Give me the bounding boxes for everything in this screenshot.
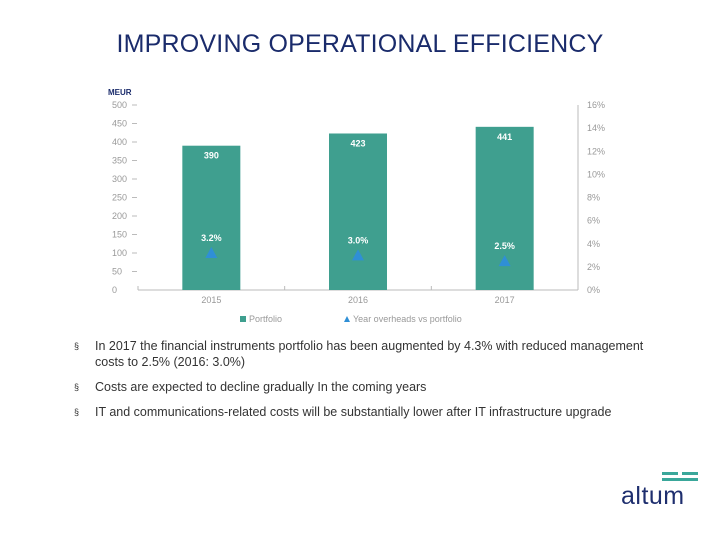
y-right-tick-label: 14%: [587, 123, 605, 133]
y-left-tick-label: 200: [112, 211, 127, 221]
bullet-text: In 2017 the financial instruments portfo…: [95, 339, 644, 369]
y-right-tick-label: 10%: [587, 169, 605, 179]
overhead-marker: [352, 249, 364, 261]
bullet-text: IT and communications-related costs will…: [95, 405, 612, 419]
overhead-marker: [205, 247, 218, 258]
logo-accent-dash: [662, 478, 698, 481]
page-title: IMPROVING OPERATIONAL EFFICIENCY: [116, 30, 604, 58]
logo-text: altum: [621, 482, 685, 510]
bullet-item: § Costs are expected to decline gradually…: [74, 379, 654, 395]
x-tick-label: 2015: [201, 295, 221, 305]
y-left-tick-label: 500: [112, 100, 127, 110]
bullet-marker: §: [74, 382, 80, 392]
bullet-item: § In 2017 the financial instruments portf…: [74, 338, 654, 370]
overhead-data-label: 3.0%: [348, 235, 369, 245]
bullet-text: Costs are expected to decline gradually …: [95, 380, 427, 394]
legend-label-overheads: Year overheads vs portfolio: [353, 314, 462, 324]
chart: MEUR 0 50 100 150 200 250 300 350 400 450 500 0% 2% 4%…: [108, 88, 605, 324]
logo-accent-dash: [682, 472, 698, 475]
overhead-data-label: 3.2%: [201, 233, 222, 243]
y-unit-label: MEUR: [108, 88, 132, 97]
overhead-marker: [498, 255, 511, 267]
bar-data-label: 441: [497, 132, 512, 142]
y-right-tick-label: 6%: [587, 216, 600, 226]
bullet-marker: §: [74, 407, 80, 417]
overhead-data-label: 2.5%: [494, 241, 515, 251]
y-right-tick-label: 12%: [587, 146, 605, 156]
y-left-tick-label: 300: [112, 174, 127, 184]
bar-portfolio: [329, 133, 387, 290]
x-tick-label: 2017: [495, 295, 515, 305]
y-left-tick-label: 150: [112, 230, 127, 240]
y-left-tick-label: 100: [112, 248, 127, 258]
y-right-tick-label: 4%: [587, 239, 600, 249]
y-left-tick-label: 0: [112, 285, 117, 295]
y-right-tick-label: 8%: [587, 193, 600, 203]
bullet-marker: §: [74, 341, 80, 351]
y-left-tick-label: 400: [112, 137, 127, 147]
x-tick-label: 2016: [348, 295, 368, 305]
altum-logo: altum: [618, 470, 708, 510]
bullet-item: § IT and communications-related costs wil…: [74, 404, 654, 420]
legend-swatch-portfolio: [240, 316, 246, 322]
legend-swatch-overheads: [344, 316, 350, 322]
y-left-tick-label: 350: [112, 156, 127, 166]
bar-data-label: 423: [350, 138, 365, 148]
y-right-tick-label: 0%: [587, 285, 600, 295]
logo-accent-dash: [662, 472, 678, 475]
bar-data-label: 390: [204, 151, 219, 161]
legend-label-portfolio: Portfolio: [249, 314, 282, 324]
y-left-tick-label: 250: [112, 193, 127, 203]
bar-portfolio: [182, 145, 241, 290]
y-left-tick-label: 50: [112, 267, 122, 277]
bullet-list: § In 2017 the financial instruments portf…: [74, 338, 654, 429]
y-right-tick-label: 16%: [587, 100, 605, 110]
y-right-tick-label: 2%: [587, 262, 600, 272]
y-left-tick-label: 450: [112, 119, 127, 129]
